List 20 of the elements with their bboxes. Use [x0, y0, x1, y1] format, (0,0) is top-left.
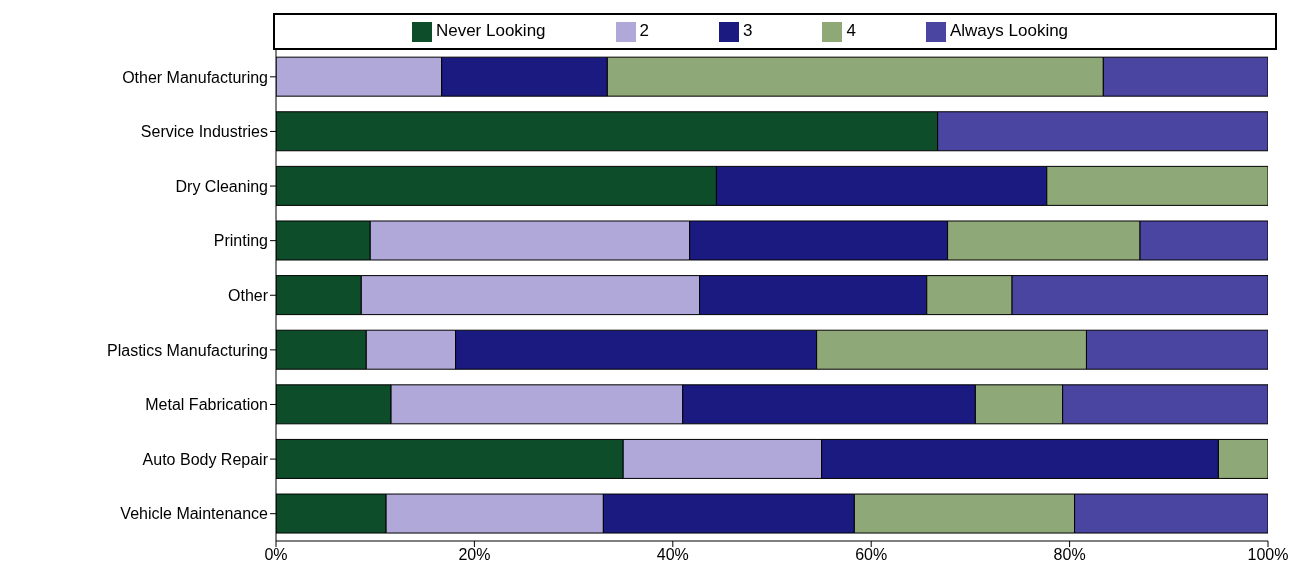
legend-label: Always Looking — [949, 21, 1069, 40]
x-tick-label: 100% — [1247, 546, 1289, 564]
legend-label: 3 — [743, 21, 753, 40]
y-tick-label: Service Industries — [140, 123, 268, 141]
legend-label: 2 — [639, 21, 650, 40]
y-tick-label: Vehicle Maintenance — [120, 505, 269, 523]
x-tick-label: 80% — [1053, 546, 1086, 564]
y-tick-label: Dry Cleaning — [175, 177, 268, 195]
x-tick-label: 20% — [458, 546, 491, 564]
y-tick-label: Plastics Manufacturing — [107, 341, 268, 359]
y-tick-label: Other — [227, 286, 269, 304]
legend-label: 4 — [846, 21, 856, 40]
x-tick-label: 40% — [656, 546, 689, 564]
legend-label: Never Looking — [435, 21, 546, 40]
y-tick-label: Auto Body Repair — [142, 450, 269, 468]
y-tick-label: Printing — [213, 232, 268, 250]
y-tick-label: Other Manufacturing — [122, 68, 268, 86]
y-tick-label: Metal Fabrication — [145, 396, 268, 414]
x-tick-label: 0% — [264, 546, 288, 564]
x-tick-label: 60% — [855, 546, 888, 564]
